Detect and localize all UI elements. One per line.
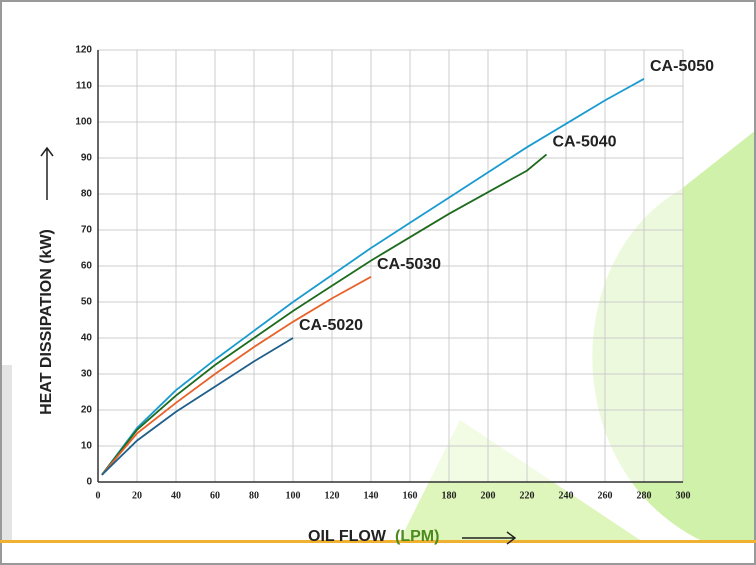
y-tick-label: 20 xyxy=(81,405,93,416)
x-tick-label: 260 xyxy=(598,490,613,501)
series-line xyxy=(101,153,548,476)
x-tick-label: 180 xyxy=(442,490,457,501)
y-tick-label: 40 xyxy=(81,333,93,344)
x-tick-label: 240 xyxy=(559,490,574,501)
x-tick-label: 100 xyxy=(286,490,301,501)
x-tick-label: 80 xyxy=(249,490,259,501)
x-tick-label: 200 xyxy=(481,490,496,501)
x-axis-unit: (LPM) xyxy=(395,528,439,545)
y-tick-label: 80 xyxy=(81,189,93,200)
y-axis-label: HEAT DISSIPATION (kW) xyxy=(38,229,55,415)
series-label: CA-5050 xyxy=(650,58,714,75)
x-tick-label: 280 xyxy=(637,490,652,501)
y-tick-label: 100 xyxy=(75,117,92,128)
y-tick-label: 90 xyxy=(81,153,93,164)
series-line xyxy=(101,78,645,476)
x-tick-label: 60 xyxy=(210,490,220,501)
y-tick-label: 50 xyxy=(81,297,93,308)
y-tick-label: 60 xyxy=(81,261,93,272)
x-tick-label: 0 xyxy=(96,490,101,501)
y-tick-label: 120 xyxy=(75,45,92,56)
y-tick-label: 10 xyxy=(81,441,93,452)
decor-line xyxy=(0,540,756,543)
x-tick-label: 220 xyxy=(520,490,535,501)
x-tick-label: 20 xyxy=(132,490,142,501)
x-arrow xyxy=(462,531,517,545)
x-tick-label: 300 xyxy=(676,490,691,501)
decor-band xyxy=(0,365,12,540)
x-tick-label: 120 xyxy=(325,490,340,501)
series-line xyxy=(101,276,372,476)
y-arrow xyxy=(40,146,54,200)
x-axis-label: OIL FLOW xyxy=(308,528,387,545)
x-tick-label: 140 xyxy=(364,490,379,501)
x-tick-label: 160 xyxy=(403,490,418,501)
x-tick-label: 40 xyxy=(171,490,181,501)
series-line xyxy=(101,337,294,476)
y-tick-label: 70 xyxy=(81,225,93,236)
y-tick-label: 0 xyxy=(86,477,92,488)
series-label: CA-5030 xyxy=(377,256,441,273)
y-tick-label: 30 xyxy=(81,369,93,380)
series-label: CA-5020 xyxy=(299,317,363,334)
series-label: CA-5040 xyxy=(553,134,617,151)
y-tick-label: 110 xyxy=(76,81,93,92)
